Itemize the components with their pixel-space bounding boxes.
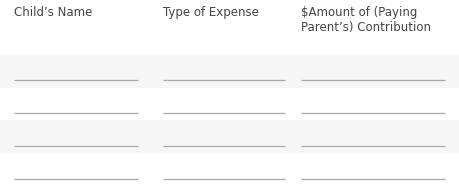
Text: Child’s Name: Child’s Name (14, 6, 92, 19)
FancyBboxPatch shape (0, 120, 459, 153)
FancyBboxPatch shape (0, 153, 459, 186)
FancyBboxPatch shape (0, 55, 459, 88)
Text: $Amount of (Paying
Parent’s) Contribution: $Amount of (Paying Parent’s) Contributio… (301, 6, 431, 34)
FancyBboxPatch shape (0, 88, 459, 120)
Text: Type of Expense: Type of Expense (163, 6, 259, 19)
